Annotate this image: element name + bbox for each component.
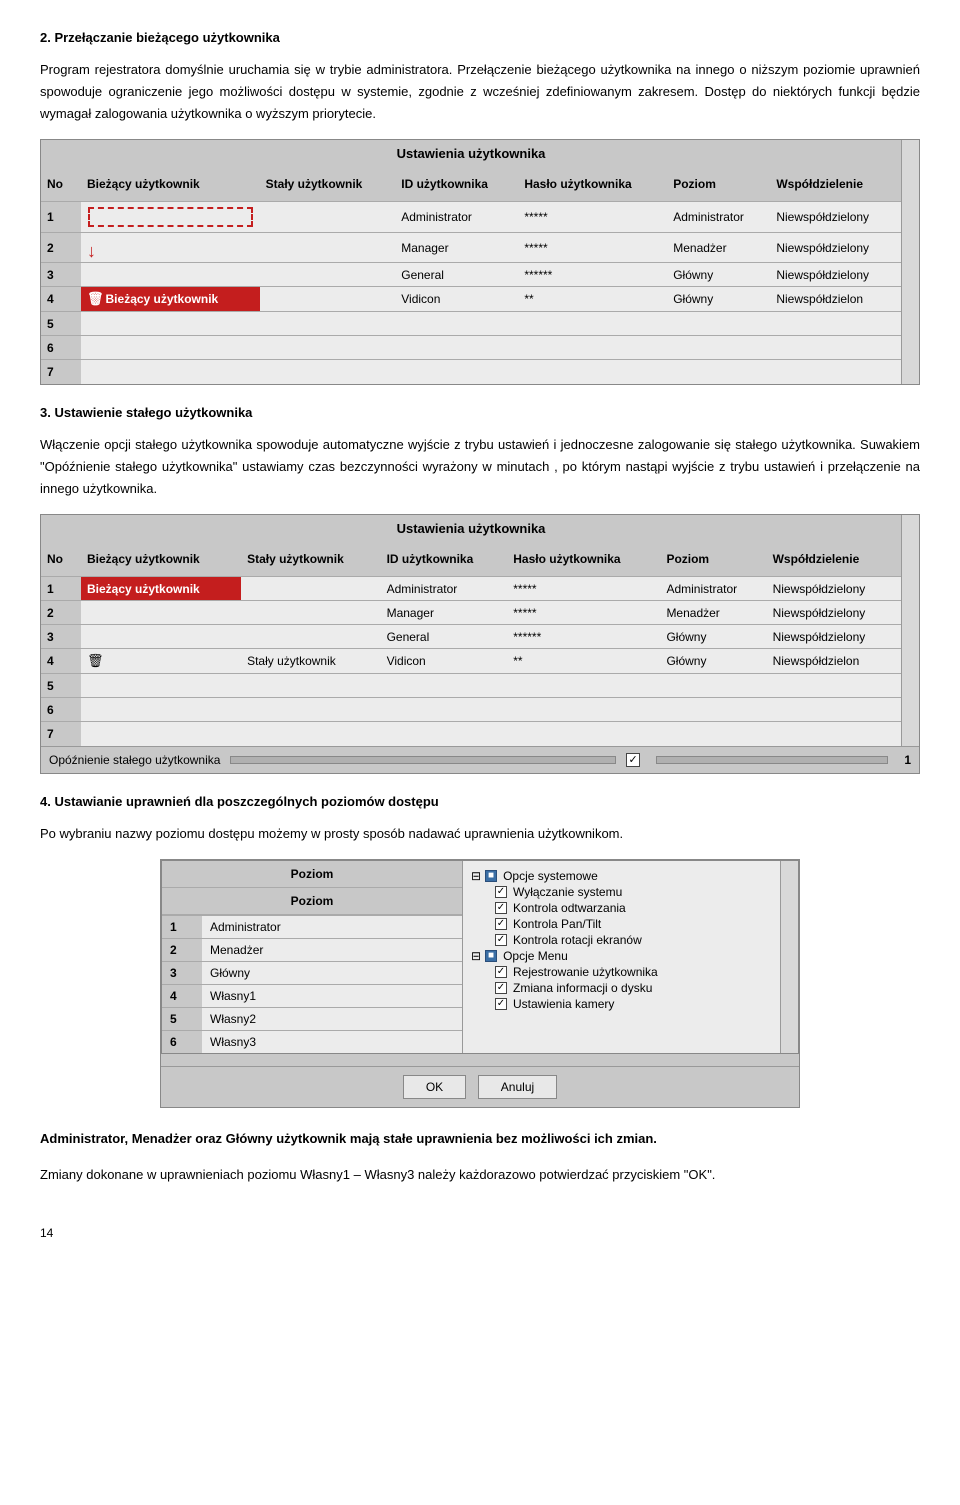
tree-item[interactable]: ✓Rejestrowanie użytkownika xyxy=(495,965,772,979)
table-row[interactable]: 6 xyxy=(41,336,901,360)
ok-button[interactable]: OK xyxy=(403,1075,466,1099)
table-row[interactable]: 2 ↓ Manager ***** Menadżer Niewspółdziel… xyxy=(41,233,901,263)
section-2-title: 2. Przełączanie bieżącego użytkownika xyxy=(40,30,920,45)
tree-item[interactable]: ✓Wyłączanie systemu xyxy=(495,885,772,899)
collapse-icon[interactable]: ⊟ xyxy=(471,949,481,963)
col-no: No xyxy=(41,167,81,202)
permissions-panel: Poziom Poziom 1Administrator 2Menadżer 3… xyxy=(160,859,800,1108)
footer-bold: Administrator, Menadżer oraz Główny użyt… xyxy=(40,1128,920,1150)
tree-group[interactable]: ⊟■Opcje Menu xyxy=(471,949,772,963)
delay-slider-2[interactable] xyxy=(656,756,888,764)
col-share: Współdzielenie xyxy=(770,167,901,202)
down-arrow-icon: ↓ xyxy=(87,241,96,261)
trash-icon xyxy=(87,654,106,668)
panel-2-title: Ustawienia użytkownika xyxy=(41,515,901,542)
user-settings-panel-1: Ustawienia użytkownika No Bieżący użytko… xyxy=(40,139,920,385)
cancel-button[interactable]: Anuluj xyxy=(478,1075,557,1099)
delay-label: Opóźnienie stałego użytkownika xyxy=(49,753,220,767)
col-current: Bieżący użytkownik xyxy=(81,167,260,202)
table-row[interactable]: 7 xyxy=(41,360,901,384)
level-row[interactable]: 5Własny2 xyxy=(162,1007,462,1030)
row-pw: ***** xyxy=(518,202,667,233)
table-row[interactable]: 5 xyxy=(41,674,901,698)
checkbox-icon[interactable]: ✓ xyxy=(495,934,507,946)
level-header-top: Poziom xyxy=(162,861,462,888)
collapse-icon[interactable]: ⊟ xyxy=(471,869,481,883)
button-row: OK Anuluj xyxy=(161,1066,799,1107)
level-row[interactable]: 2Menadżer xyxy=(162,938,462,961)
checkbox-icon[interactable]: ✓ xyxy=(495,982,507,994)
tree-item[interactable]: ✓Kontrola rotacji ekranów xyxy=(495,933,772,947)
delay-value: 1 xyxy=(904,753,911,767)
checkbox-icon[interactable]: ■ xyxy=(485,870,497,882)
delay-slider[interactable] xyxy=(230,756,616,764)
checkbox-icon[interactable]: ■ xyxy=(485,950,497,962)
level-row[interactable]: 1Administrator xyxy=(162,915,462,938)
user-table-1: No Bieżący użytkownik Stały użytkownik I… xyxy=(41,167,901,384)
table-row[interactable]: 6 xyxy=(41,698,901,722)
tree-group[interactable]: ⊟■Opcje systemowe xyxy=(471,869,772,883)
tree-item[interactable]: ✓Ustawienia kamery xyxy=(495,997,772,1011)
col-perm: Stały użytkownik xyxy=(260,167,396,202)
table-row[interactable]: 4 Stały użytkownik Vidicon ** Główny Nie… xyxy=(41,649,901,674)
row-no: 1 xyxy=(41,202,81,233)
user-table-2: No Bieżący użytkownik Stały użytkownik I… xyxy=(41,542,901,746)
row-id: Administrator xyxy=(395,202,518,233)
current-user-cell[interactable]: Bieżący użytkownik xyxy=(81,287,260,312)
scrollbar[interactable] xyxy=(901,515,919,746)
user-settings-panel-2: Ustawienia użytkownika No Bieżący użytko… xyxy=(40,514,920,774)
col-level: Poziom xyxy=(667,167,770,202)
panel-1-title: Ustawienia użytkownika xyxy=(41,140,901,167)
level-row[interactable]: 4Własny1 xyxy=(162,984,462,1007)
current-user-cell[interactable]: Bieżący użytkownik xyxy=(81,577,241,601)
section-4-title: 4. Ustawianie uprawnień dla poszczególny… xyxy=(40,794,920,809)
dashed-selection-box xyxy=(88,207,253,227)
table-row[interactable]: 4 Bieżący użytkownik Vidicon ** Główny N… xyxy=(41,287,901,312)
table-row[interactable]: 5 xyxy=(41,312,901,336)
perm-user-cell[interactable]: Stały użytkownik xyxy=(241,649,381,674)
tree-item[interactable]: ✓Kontrola odtwarzania xyxy=(495,901,772,915)
checkbox-icon[interactable]: ✓ xyxy=(495,966,507,978)
tree-item[interactable]: ✓Kontrola Pan/Tilt xyxy=(495,917,772,931)
col-id: ID użytkownika xyxy=(395,167,518,202)
arrow-cell: ↓ xyxy=(81,233,260,263)
section-2-body: Program rejestratora domyślnie uruchamia… xyxy=(40,59,920,125)
table-row[interactable]: 3 General ****** Główny Niewspółdzielony xyxy=(41,263,901,287)
page-number: 14 xyxy=(40,1226,920,1240)
table-row[interactable]: 1 Bieżący użytkownik Administrator *****… xyxy=(41,577,901,601)
row-current xyxy=(81,202,260,233)
checkbox-icon[interactable]: ✓ xyxy=(495,998,507,1010)
row-share: Niewspółdzielony xyxy=(770,202,901,233)
footer-note: Zmiany dokonane w uprawnieniach poziomu … xyxy=(40,1164,920,1186)
delay-checkbox[interactable]: ✓ xyxy=(626,753,640,767)
col-pw: Hasło użytkownika xyxy=(518,167,667,202)
checkbox-icon[interactable]: ✓ xyxy=(495,886,507,898)
table-row[interactable]: 7 xyxy=(41,722,901,746)
level-row[interactable]: 3Główny xyxy=(162,961,462,984)
scrollbar[interactable] xyxy=(901,140,919,384)
table-row[interactable]: 2 Manager ***** Menadżer Niewspółdzielon… xyxy=(41,601,901,625)
section-4-body: Po wybraniu nazwy poziomu dostępu możemy… xyxy=(40,823,920,845)
level-row[interactable]: 6Własny3 xyxy=(162,1030,462,1053)
permission-tree: ⊟■Opcje systemowe ✓Wyłączanie systemu ✓K… xyxy=(462,861,780,1053)
trash-icon xyxy=(87,292,106,306)
tree-item[interactable]: ✓Zmiana informacji o dysku xyxy=(495,981,772,995)
checkbox-icon[interactable]: ✓ xyxy=(495,918,507,930)
row-level: Administrator xyxy=(667,202,770,233)
checkbox-icon[interactable]: ✓ xyxy=(495,902,507,914)
table-row[interactable]: 1 Administrator ***** Administrator Niew… xyxy=(41,202,901,233)
level-header: Poziom xyxy=(162,888,462,915)
table-row[interactable]: 3 General ****** Główny Niewspółdzielony xyxy=(41,625,901,649)
level-list: Poziom Poziom 1Administrator 2Menadżer 3… xyxy=(162,861,462,1053)
section-3-body: Włączenie opcji stałego użytkownika spow… xyxy=(40,434,920,500)
delay-row: Opóźnienie stałego użytkownika ✓ 1 xyxy=(41,746,919,773)
trash-cell[interactable] xyxy=(81,649,241,674)
scrollbar[interactable] xyxy=(780,861,798,1053)
section-3-title: 3. Ustawienie stałego użytkownika xyxy=(40,405,920,420)
